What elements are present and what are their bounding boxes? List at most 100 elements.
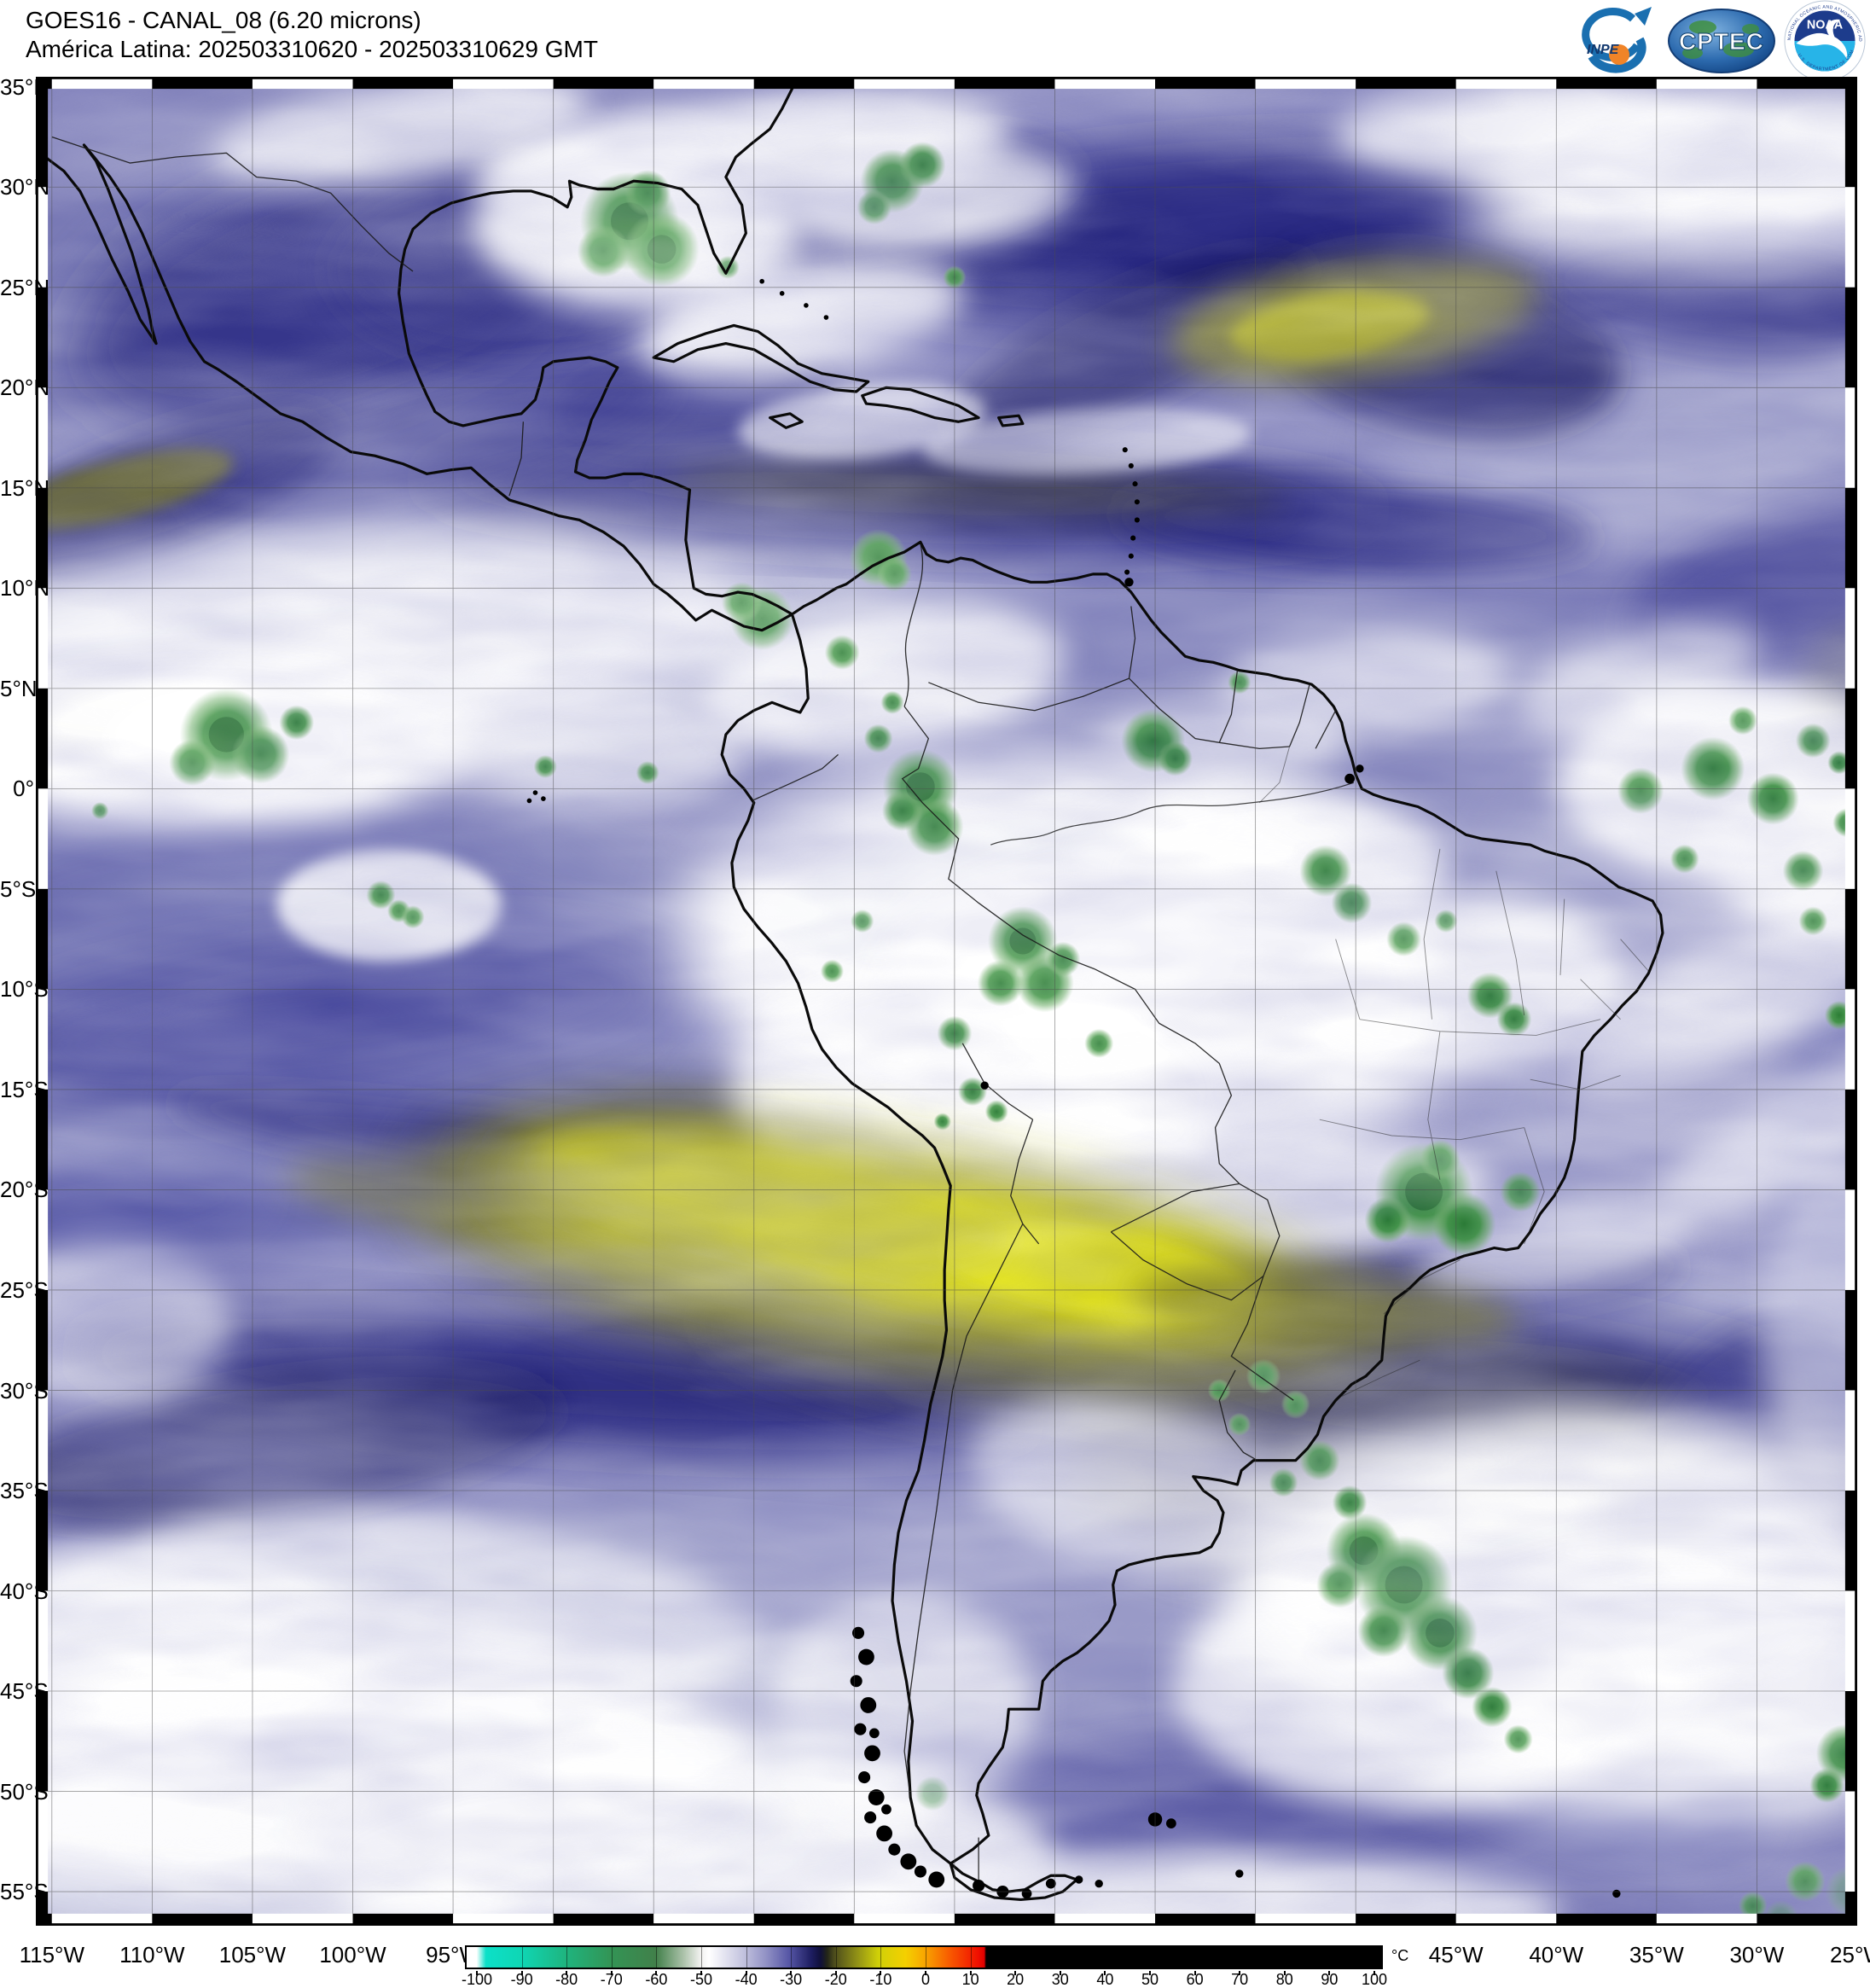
colorbar-tick-mark (520, 1971, 523, 1975)
colorbar-tick-label: -100 (461, 1971, 493, 1988)
colorbar-tick-label: -50 (689, 1971, 712, 1988)
coastlines (36, 77, 1664, 1902)
colorbar-tick-label: -60 (645, 1971, 668, 1988)
colorbar-tick-mark (1283, 1971, 1286, 1975)
colorbar-tick-label: -70 (600, 1971, 623, 1988)
colorbar-tick-label: 30 (1051, 1971, 1069, 1988)
colorbar-tick-mark (969, 1971, 972, 1975)
colorbar-tick-mark (745, 1971, 747, 1975)
inpe-logo: INPE (1582, 7, 1652, 73)
colorbar-gradient (467, 1947, 1381, 1968)
colorbar-tick-label: 20 (1007, 1971, 1025, 1988)
colorbar-tick-mark (566, 1971, 568, 1975)
colorbar-tick-mark (1373, 1971, 1375, 1975)
state-borders (1258, 746, 1649, 1397)
lat-label: 35°S (0, 1478, 49, 1504)
colorbar-tick-label: -20 (824, 1971, 847, 1988)
colorbar-tick-mark (1239, 1971, 1241, 1975)
colorbar-unit: °C (1391, 1947, 1409, 1964)
lon-label: 105°W (218, 1942, 287, 1968)
colorbar-separator (970, 1947, 972, 1968)
noaa-seagull-icon (1796, 19, 1848, 60)
colorbar-tick-mark (925, 1971, 926, 1975)
lat-label: 10°N (0, 575, 50, 602)
coast-hispaniola (861, 386, 980, 423)
colorbar-tick-mark (1328, 1971, 1331, 1975)
coast-americas (36, 77, 1664, 1865)
islands-and-lakes (526, 278, 1621, 1899)
colorbar-tick-label: 70 (1231, 1971, 1249, 1988)
lat-label: 15°N (0, 474, 50, 501)
lat-label: 50°S (0, 1778, 49, 1805)
colorbar-tick-label: -80 (555, 1971, 578, 1988)
lat-label: 20°S (0, 1177, 49, 1203)
colorbar-tick-label: -10 (869, 1971, 892, 1988)
map-title: GOES16 - CANAL_08 (6.20 microns) (26, 7, 421, 33)
colorbar-tick-label: 40 (1096, 1971, 1114, 1988)
colorbar-tick-mark (610, 1971, 613, 1975)
inpe-arrowhead-icon (1635, 7, 1652, 26)
cptec-land-1 (1689, 20, 1716, 34)
coast-jamaica (768, 412, 804, 429)
lat-label: 15°S (0, 1076, 49, 1102)
country-borders (51, 136, 1337, 1892)
noaa-logo: NOAA NATIONAL OCEANIC AND ATMOSPHERIC AD… (1783, 0, 1866, 82)
zebra-frame (36, 77, 1857, 1926)
cptec-logo-text: CPTEC (1679, 28, 1764, 55)
map-frame (36, 77, 1857, 1926)
map-subtitle-timerange: América Latina: 202503310620 - 202503310… (26, 36, 598, 62)
colorbar-separator (521, 1947, 523, 1968)
noaa-logo-text: NOAA (1807, 19, 1844, 32)
colorbar-separator (656, 1947, 658, 1968)
lon-label: 25°W (1830, 1942, 1870, 1968)
colorbar-separator (1105, 1947, 1106, 1968)
lat-label: 25°N (0, 274, 50, 300)
colorbar-tick-mark (1104, 1971, 1106, 1975)
lat-label: 10°S (0, 976, 49, 1003)
colorbar-tick-mark (790, 1971, 793, 1975)
colorbar-separator (1060, 1947, 1061, 1968)
inpe-orange-sphere (1609, 44, 1629, 65)
colorbar-tick-label: 90 (1321, 1971, 1339, 1988)
colorbar-separator (566, 1947, 568, 1968)
colorbar-tick-mark (834, 1971, 837, 1975)
lon-label: 110°W (119, 1942, 185, 1968)
colorbar-tick-mark (1149, 1971, 1151, 1975)
colorbar-tick-mark (1059, 1971, 1061, 1975)
lat-label: 30°S (0, 1377, 49, 1404)
goes16-water-vapor-image (36, 77, 1857, 1926)
colorbar-separator (1329, 1947, 1331, 1968)
colorbar-separator (791, 1947, 793, 1968)
colorbar-tick-mark (700, 1971, 702, 1975)
colorbar-tick-mark (655, 1971, 658, 1975)
coast-tierra-del-fuego (949, 1862, 1078, 1902)
colorbar-tick-label: 50 (1141, 1971, 1159, 1988)
colorbar-tick-label: 60 (1186, 1971, 1204, 1988)
lat-label: 40°S (0, 1578, 49, 1604)
inpe-arrow-arc (1588, 37, 1646, 73)
lat-label: 35°N (0, 73, 50, 100)
colorbar-tick-label: -90 (510, 1971, 533, 1988)
lon-label: 100°W (319, 1942, 386, 1968)
lat-label: 0° (13, 776, 34, 802)
colorbar-tick-label: 80 (1275, 1971, 1293, 1988)
lat-label: 55°S (0, 1879, 49, 1905)
cptec-land-3 (1742, 24, 1759, 34)
lon-label: 40°W (1529, 1942, 1584, 1968)
lat-label: 45°S (0, 1678, 49, 1705)
lat-label: 30°N (0, 174, 50, 201)
graticule-grid (36, 77, 1857, 1926)
colorbar-tick-mark (880, 1971, 882, 1975)
colorbar-tick-label: 100 (1361, 1971, 1388, 1988)
colorbar-separator (746, 1947, 747, 1968)
colorbar-tick-mark (476, 1971, 478, 1975)
colorbar-separator (835, 1947, 837, 1968)
satellite-map-panel: 35°N 30°N 25°N 20°N 15°N 10°N 5°N 0° 5°S 10°S 15°S… (0, 76, 1857, 1926)
coast-puerto-rico (997, 414, 1025, 427)
lat-label: 5°N (0, 675, 38, 701)
colorbar-tick-label: 0 (920, 1971, 930, 1988)
colorbar-separator (1150, 1947, 1151, 1968)
coast-cuba (652, 323, 870, 393)
colorbar-separator (701, 1947, 702, 1968)
